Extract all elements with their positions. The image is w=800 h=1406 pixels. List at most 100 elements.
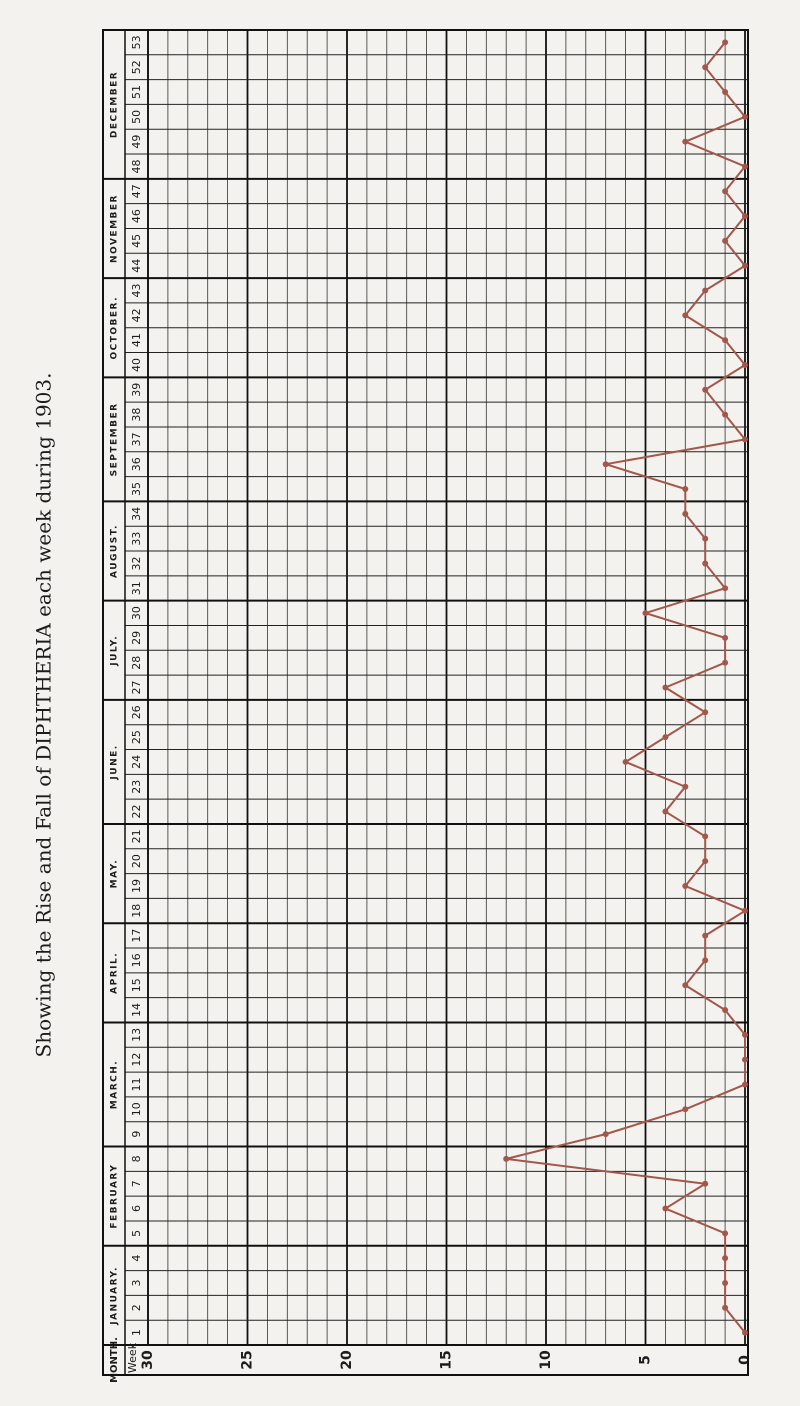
week-label: 13 — [130, 1028, 143, 1042]
data-point — [702, 709, 709, 716]
data-point — [702, 858, 709, 865]
week-label: 53 — [130, 35, 143, 49]
y-tick-label: 10 — [538, 1350, 554, 1370]
data-point — [682, 312, 689, 319]
week-label: 37 — [130, 432, 143, 446]
y-tick-label: 15 — [439, 1350, 455, 1369]
week-label: 42 — [130, 308, 143, 322]
data-point — [642, 610, 649, 617]
data-point — [742, 1031, 748, 1038]
data-point — [722, 337, 729, 344]
week-label: 35 — [130, 482, 143, 496]
week-label: 28 — [130, 656, 143, 670]
data-point — [742, 262, 748, 269]
week-label: 48 — [130, 159, 143, 173]
data-point — [722, 411, 729, 418]
week-label: 40 — [130, 358, 143, 372]
y-tick-label: 0 — [737, 1355, 753, 1365]
data-point — [742, 361, 748, 368]
week-label: 9 — [130, 1131, 143, 1138]
data-point — [742, 907, 748, 914]
frame — [102, 29, 749, 1376]
month-header: MONTH. — [109, 1337, 120, 1383]
week-label: 3 — [130, 1279, 143, 1286]
data-point — [622, 758, 629, 765]
data-point — [722, 634, 729, 641]
data-point — [682, 783, 689, 790]
week-label: 33 — [130, 532, 143, 546]
month-label: DECEMBER — [110, 71, 120, 138]
week-label: 51 — [130, 85, 143, 99]
data-point — [682, 882, 689, 889]
data-point — [682, 982, 689, 989]
month-label: NOVEMBER — [110, 194, 120, 263]
week-label: 25 — [130, 730, 143, 744]
data-point — [682, 138, 689, 145]
week-label: 34 — [130, 507, 143, 521]
month-label: JANUARY. — [110, 1266, 120, 1326]
y-tick-label: 5 — [638, 1355, 654, 1365]
data-point — [722, 89, 729, 96]
week-label: 23 — [130, 780, 143, 794]
week-label: 52 — [130, 60, 143, 74]
y-tick-label: 30 — [140, 1350, 156, 1370]
week-label: 45 — [130, 234, 143, 248]
week-label: 5 — [130, 1230, 143, 1237]
data-point — [662, 1205, 669, 1212]
data-point — [742, 213, 748, 220]
week-label: 6 — [130, 1205, 143, 1212]
data-point — [702, 1180, 709, 1187]
data-point — [602, 461, 609, 468]
week-label: 12 — [130, 1053, 143, 1067]
data-point — [722, 1230, 729, 1237]
data-point — [742, 436, 748, 443]
data-point — [722, 1279, 729, 1286]
week-label: 24 — [130, 755, 143, 769]
data-point — [722, 585, 729, 592]
month-label: MARCH. — [110, 1060, 120, 1109]
week-label: 32 — [130, 556, 143, 570]
week-label: 38 — [130, 408, 143, 422]
data-point — [722, 1304, 729, 1311]
data-point — [722, 1007, 729, 1014]
data-point — [682, 1106, 689, 1113]
week-label: 10 — [130, 1102, 143, 1116]
data-point — [682, 486, 689, 493]
week-label: 39 — [130, 383, 143, 397]
data-point — [722, 237, 729, 244]
week-label: 46 — [130, 209, 143, 223]
data-point — [662, 734, 669, 741]
data-point — [662, 684, 669, 691]
month-label: AUGUST. — [110, 524, 120, 578]
week-label: 14 — [130, 1003, 143, 1017]
month-label: JUNE. — [110, 744, 120, 780]
month-label: APRIL. — [110, 952, 120, 994]
week-label: 43 — [130, 284, 143, 298]
week-label: 21 — [130, 829, 143, 843]
data-point — [682, 510, 689, 517]
data-point — [702, 833, 709, 840]
data-point — [742, 163, 748, 170]
week-label: 22 — [130, 805, 143, 819]
data-point — [722, 1255, 729, 1262]
week-label: 41 — [130, 333, 143, 347]
month-label: SEPTEMBER — [110, 402, 120, 476]
y-tick-label: 25 — [240, 1350, 256, 1369]
month-label: JULY. — [110, 635, 120, 667]
data-point — [702, 957, 709, 964]
week-label: 49 — [130, 135, 143, 149]
data-point — [702, 932, 709, 939]
week-label: 17 — [130, 929, 143, 943]
data-point — [742, 1056, 748, 1063]
data-point — [662, 808, 669, 815]
week-header: Week — [126, 1342, 139, 1373]
week-label: 11 — [130, 1077, 143, 1091]
week-label: 8 — [130, 1155, 143, 1162]
data-point — [702, 287, 709, 294]
week-label: 27 — [130, 681, 143, 695]
week-label: 15 — [130, 978, 143, 992]
data-point — [722, 659, 729, 666]
week-label: 16 — [130, 953, 143, 967]
